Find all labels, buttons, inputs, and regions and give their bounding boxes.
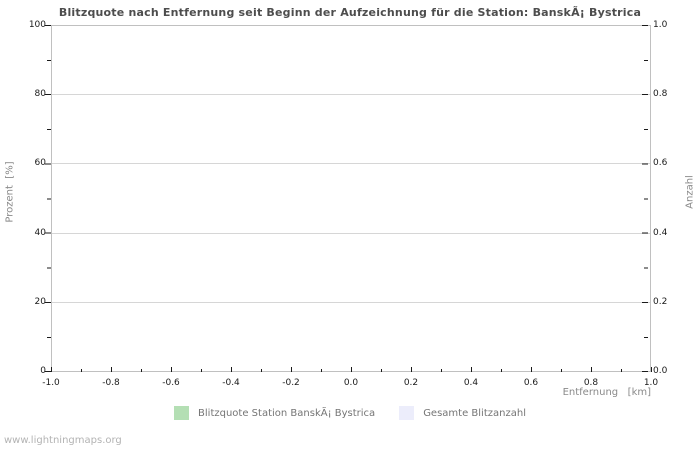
gridline-40 [52,233,650,234]
gridline-60 [52,163,650,164]
x-tick-label: -1.0 [42,378,60,388]
legend-label: Blitzquote Station BanskÃ¡ Bystrica [198,407,376,419]
x-tick-label: -0.4 [222,378,240,388]
y-left-minor-ticks [47,59,51,338]
y-left-tick-label: 0 [40,366,46,376]
watermark-text: www.lightningmaps.org [4,435,122,446]
y-axis-label-right: Anzahl [684,175,696,209]
x-tick-label: -0.2 [282,378,300,388]
legend-item-total-strikes: Gesamte Blitzanzahl [399,406,526,420]
y-axis-label-left: Prozent [%] [4,161,16,223]
y-left-tick-label: 60 [34,158,46,168]
legend-swatch-green [174,406,190,420]
plot-area [51,25,651,372]
x-tick-label: 1.0 [643,378,659,388]
x-tick-label: 0.2 [403,378,419,388]
x-tick-label: 0.4 [463,378,479,388]
x-tick-label: -0.6 [162,378,180,388]
legend-swatch-lavender [399,406,415,420]
legend: Blitzquote Station BanskÃ¡ Bystrica Gesa… [0,406,700,420]
y-left-tick-label: 100 [28,20,46,30]
y-right-tick-label: 1.0 [653,20,668,30]
y-left-tick-label: 80 [34,89,46,99]
y-left-tick-label: 20 [34,297,46,307]
x-axis-label: Entfernung [km] [562,387,651,398]
x-tick-label: -0.8 [102,378,120,388]
x-axis-minor-ticks [81,369,622,372]
legend-label: Gesamte Blitzanzahl [423,407,526,419]
gridline-80 [52,94,650,95]
x-tick-label: 0.8 [583,378,599,388]
y-right-tick-label: 0.4 [653,228,668,238]
x-tick-label: 0.6 [523,378,539,388]
y-left-tick-label: 40 [34,228,46,238]
y-right-tick-label: 0.2 [653,297,668,307]
y-right-tick-label: 0.8 [653,89,668,99]
y-right-tick-label: 0.0 [653,366,668,376]
chart-title: Blitzquote nach Entfernung seit Beginn d… [58,6,642,19]
y-right-minor-ticks [644,59,648,338]
gridline-20 [52,302,650,303]
legend-item-station-quote: Blitzquote Station BanskÃ¡ Bystrica [174,406,375,420]
y-right-tick-label: 0.6 [653,158,668,168]
x-tick-label: 0.0 [343,378,359,388]
